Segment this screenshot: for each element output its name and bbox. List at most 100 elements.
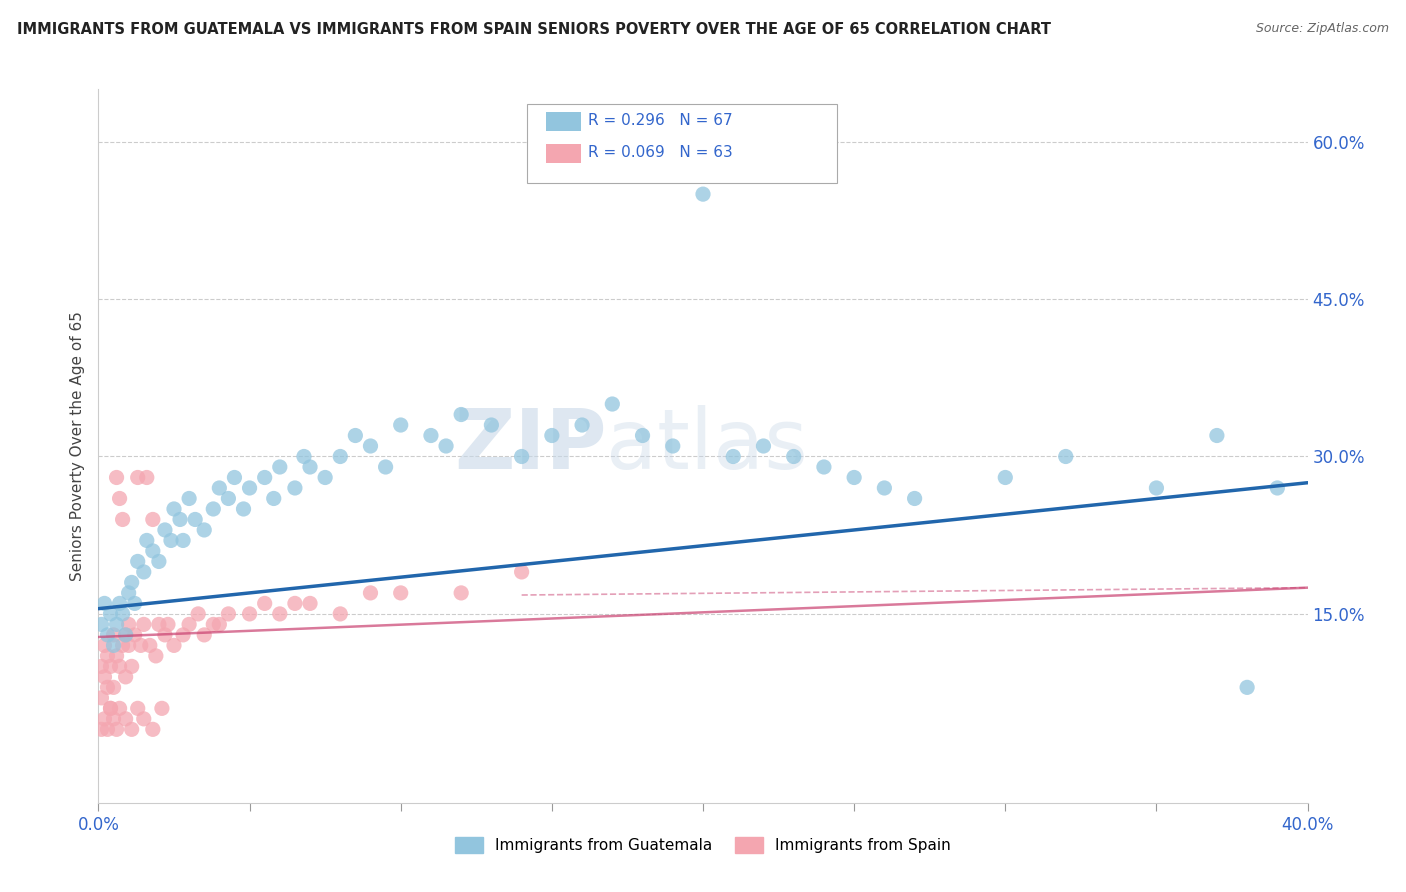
Point <box>172 628 194 642</box>
Point <box>269 607 291 621</box>
Point <box>100 701 122 715</box>
Point <box>269 460 291 475</box>
Point <box>179 617 201 632</box>
Point <box>156 617 179 632</box>
Point <box>111 639 134 653</box>
Text: R = 0.296   N = 67: R = 0.296 N = 67 <box>588 113 733 128</box>
Point <box>389 586 412 600</box>
Legend: Immigrants from Guatemala, Immigrants from Spain: Immigrants from Guatemala, Immigrants fr… <box>449 831 957 859</box>
Point <box>723 450 745 464</box>
Point <box>844 470 866 484</box>
Point <box>389 417 412 432</box>
Point <box>108 596 131 610</box>
Y-axis label: Seniors Poverty Over the Age of 65: Seniors Poverty Over the Age of 65 <box>69 311 84 581</box>
Point <box>114 628 136 642</box>
Point <box>93 596 115 610</box>
Point <box>783 450 806 464</box>
Point <box>121 659 143 673</box>
Point <box>142 512 165 526</box>
Point <box>217 607 239 621</box>
Point <box>232 502 254 516</box>
Point <box>169 512 191 526</box>
Point <box>96 723 118 737</box>
Point <box>118 586 141 600</box>
Point <box>661 439 683 453</box>
Point <box>292 450 315 464</box>
Point <box>105 617 128 632</box>
Point <box>1206 428 1229 442</box>
Point <box>103 681 125 695</box>
Point <box>994 470 1017 484</box>
Point <box>602 397 624 411</box>
Point <box>481 417 503 432</box>
Point <box>510 565 533 579</box>
Point <box>224 470 246 484</box>
Point <box>692 187 714 202</box>
Point <box>96 628 118 642</box>
Point <box>90 659 112 673</box>
Point <box>111 607 134 621</box>
Point <box>571 417 593 432</box>
Point <box>148 554 170 568</box>
Point <box>450 408 472 422</box>
Point <box>153 523 176 537</box>
Point <box>239 607 262 621</box>
Point <box>127 470 149 484</box>
Text: R = 0.069   N = 63: R = 0.069 N = 63 <box>588 145 733 160</box>
Point <box>127 554 149 568</box>
Point <box>163 639 186 653</box>
Point <box>344 428 367 442</box>
Point <box>100 607 122 621</box>
Point <box>752 439 775 453</box>
Text: atlas: atlas <box>606 406 808 486</box>
Point <box>299 460 322 475</box>
Point <box>193 523 215 537</box>
Point <box>108 701 131 715</box>
Point <box>187 607 209 621</box>
Point <box>1144 481 1167 495</box>
Point <box>208 617 231 632</box>
Point <box>184 512 207 526</box>
Point <box>132 712 155 726</box>
Point <box>90 690 112 705</box>
Point <box>329 607 352 621</box>
Point <box>873 481 896 495</box>
Point <box>904 491 927 506</box>
Point <box>813 460 835 475</box>
Point <box>160 533 183 548</box>
Point <box>132 617 155 632</box>
Text: IMMIGRANTS FROM GUATEMALA VS IMMIGRANTS FROM SPAIN SENIORS POVERTY OVER THE AGE : IMMIGRANTS FROM GUATEMALA VS IMMIGRANTS … <box>17 22 1050 37</box>
Point <box>114 628 136 642</box>
Point <box>150 701 173 715</box>
Point <box>93 670 115 684</box>
Point <box>135 533 157 548</box>
Point <box>145 648 167 663</box>
Point <box>124 628 146 642</box>
Point <box>1054 450 1077 464</box>
Point <box>135 470 157 484</box>
Point <box>121 575 143 590</box>
Point <box>253 470 276 484</box>
Point <box>142 723 165 737</box>
Point <box>129 639 152 653</box>
Point <box>142 544 165 558</box>
Point <box>108 659 131 673</box>
Point <box>114 670 136 684</box>
Point <box>450 586 472 600</box>
Point <box>148 617 170 632</box>
Point <box>263 491 285 506</box>
Point <box>121 723 143 737</box>
Point <box>1236 681 1258 695</box>
Point <box>172 533 194 548</box>
Point <box>139 639 162 653</box>
Point <box>631 428 654 442</box>
Point <box>127 701 149 715</box>
Point <box>96 681 118 695</box>
Point <box>111 512 134 526</box>
Text: Source: ZipAtlas.com: Source: ZipAtlas.com <box>1256 22 1389 36</box>
Point <box>360 439 382 453</box>
Point <box>100 701 122 715</box>
Point <box>420 428 443 442</box>
Point <box>360 586 382 600</box>
Point <box>105 470 128 484</box>
